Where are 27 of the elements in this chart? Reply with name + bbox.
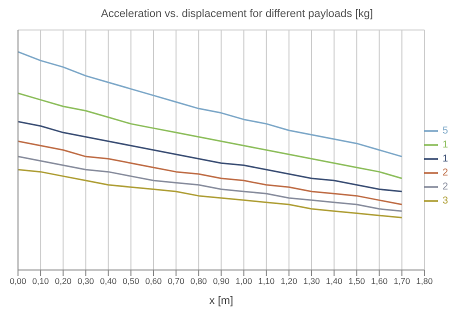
x-tick-label: 0,00	[10, 276, 27, 286]
x-axis-title: x [m]	[209, 295, 234, 307]
x-tick-label: 0,50	[122, 276, 140, 286]
x-tick-label: 1,10	[258, 276, 275, 286]
x-tick-label: 0,70	[168, 276, 185, 286]
legend-label: 3	[442, 196, 448, 207]
legend-label: 2	[442, 168, 448, 179]
x-tick-label: 0,30	[77, 276, 94, 286]
x-tick-label: 0,40	[100, 276, 117, 286]
x-tick-label: 1,70	[394, 276, 410, 286]
x-tick-label: 0,20	[54, 276, 72, 286]
legend-label: 5	[442, 126, 448, 137]
x-tick-label: 1,00	[236, 276, 252, 286]
x-tick-label: 1,40	[326, 276, 343, 286]
x-tick-label: 0,10	[32, 276, 50, 286]
x-tick-label: 0,60	[145, 276, 162, 286]
chart-title: Acceleration vs. displacement for different payloads [kg]	[100, 8, 374, 22]
x-tick-label: 0,90	[212, 276, 230, 286]
legend-label: 2	[442, 182, 448, 193]
legend-label: 1	[442, 154, 448, 165]
x-tick-label: 1,20	[280, 276, 298, 286]
x-tick-label: 1,80	[416, 276, 433, 286]
x-tick-label: 1,60	[371, 276, 388, 286]
x-tick-label: 1,30	[303, 276, 320, 286]
x-tick-label: 1,50	[348, 276, 366, 286]
legend-label: 1	[442, 140, 448, 151]
x-tick-label: 0,80	[190, 276, 208, 286]
